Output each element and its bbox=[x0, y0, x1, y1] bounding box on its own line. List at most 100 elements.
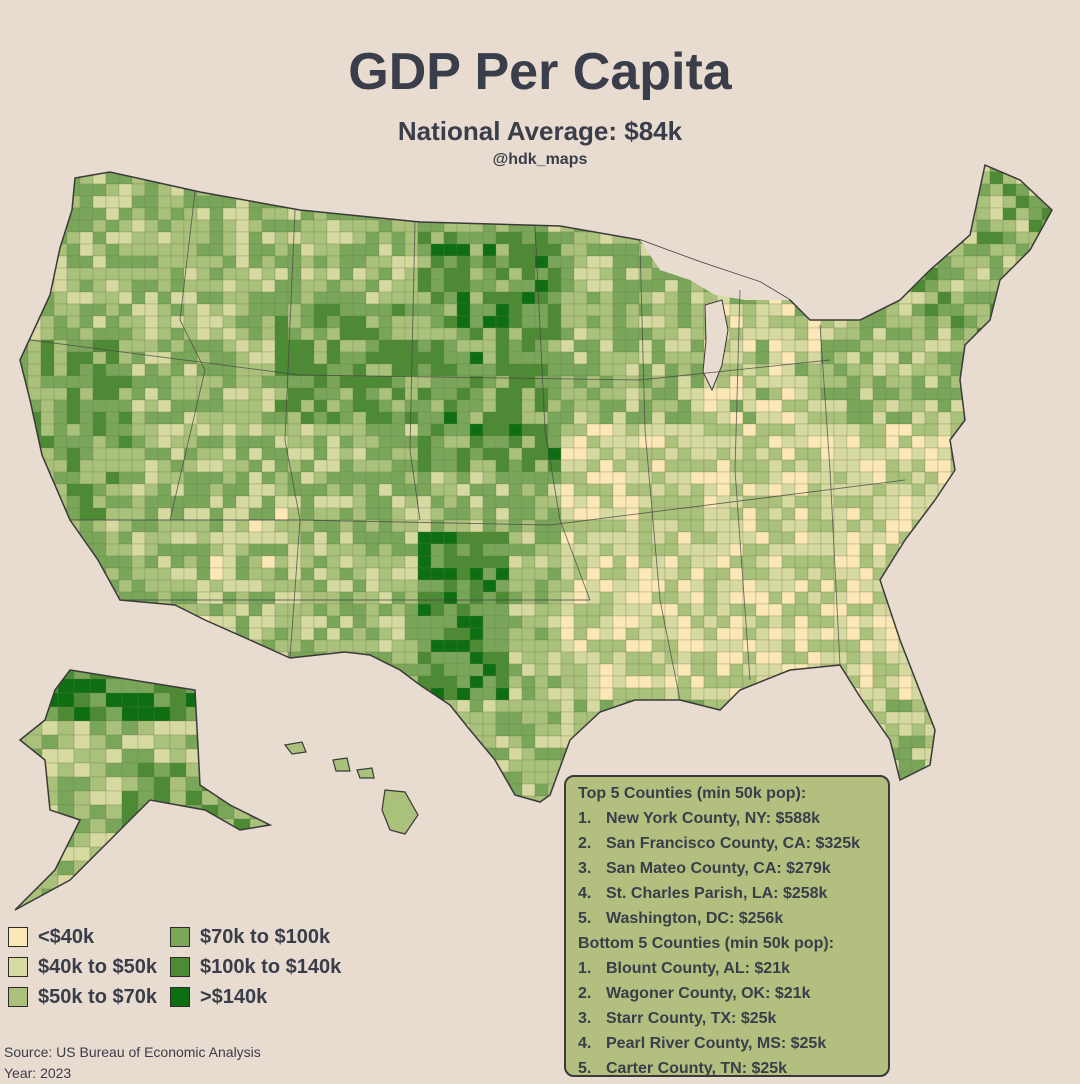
county-cell bbox=[677, 627, 692, 641]
county-cell bbox=[430, 243, 445, 257]
county-cell bbox=[326, 615, 341, 629]
county-cell bbox=[976, 255, 991, 269]
county-cell bbox=[794, 171, 809, 185]
county-cell bbox=[924, 195, 939, 209]
county-cell bbox=[79, 567, 94, 581]
county-cell bbox=[430, 663, 445, 677]
county-cell bbox=[599, 519, 614, 533]
county-cell bbox=[153, 846, 171, 862]
county-cell bbox=[92, 195, 107, 209]
county-cell bbox=[1002, 699, 1017, 713]
county-cell bbox=[677, 183, 692, 197]
county-cell bbox=[508, 399, 523, 413]
county-cell bbox=[153, 776, 171, 792]
county-cell bbox=[157, 627, 172, 641]
county-cell bbox=[716, 663, 731, 677]
county-cell bbox=[898, 567, 913, 581]
county-cell bbox=[1015, 711, 1030, 725]
county-cell bbox=[404, 315, 419, 329]
county-cell bbox=[703, 591, 718, 605]
county-cell bbox=[443, 327, 458, 341]
county-cell bbox=[73, 748, 91, 764]
county-cell bbox=[963, 531, 978, 545]
county-cell bbox=[261, 627, 276, 641]
county-cell bbox=[755, 255, 770, 269]
county-cell bbox=[27, 555, 42, 569]
county-cell bbox=[443, 375, 458, 389]
county-cell bbox=[430, 603, 445, 617]
rank-number: 1. bbox=[578, 960, 592, 977]
county-cell bbox=[989, 387, 1004, 401]
county-cell bbox=[92, 231, 107, 245]
county-cell bbox=[1041, 711, 1052, 725]
county-cell bbox=[1015, 279, 1030, 293]
county-cell bbox=[781, 375, 796, 389]
county-cell bbox=[885, 279, 900, 293]
county-cell bbox=[989, 723, 1004, 737]
county-cell bbox=[261, 183, 276, 197]
county-cell bbox=[40, 519, 55, 533]
county-cell bbox=[131, 207, 146, 221]
county-cell bbox=[144, 387, 159, 401]
county-cell bbox=[612, 711, 627, 725]
county-cell bbox=[261, 687, 276, 701]
county-cell bbox=[664, 375, 679, 389]
county-cell bbox=[677, 495, 692, 509]
county-cell bbox=[495, 471, 510, 485]
county-cell bbox=[153, 860, 171, 876]
county-cell bbox=[781, 543, 796, 557]
county-cell bbox=[885, 387, 900, 401]
county-cell bbox=[209, 651, 224, 665]
county-cell bbox=[248, 279, 263, 293]
county-cell bbox=[586, 447, 601, 461]
county-cell bbox=[249, 776, 267, 792]
county-cell bbox=[586, 759, 601, 773]
county-cell bbox=[144, 627, 159, 641]
county-cell bbox=[482, 315, 497, 329]
county-cell bbox=[521, 555, 536, 569]
county-cell bbox=[40, 555, 55, 569]
county-cell bbox=[287, 495, 302, 509]
county-cell bbox=[950, 543, 965, 557]
county-cell bbox=[313, 231, 328, 245]
county-cell bbox=[248, 771, 263, 785]
county-cell bbox=[781, 495, 796, 509]
county-cell bbox=[651, 555, 666, 569]
county-cell bbox=[677, 531, 692, 545]
county-cell bbox=[989, 591, 1004, 605]
county-cell bbox=[768, 579, 783, 593]
county-cell bbox=[898, 423, 913, 437]
county-cell bbox=[820, 327, 835, 341]
county-cell bbox=[15, 874, 27, 890]
county-cell bbox=[15, 804, 27, 820]
county-cell bbox=[339, 171, 354, 185]
county-cell bbox=[131, 219, 146, 233]
county-cell bbox=[274, 495, 289, 509]
county-cell bbox=[898, 267, 913, 281]
county-cell bbox=[521, 483, 536, 497]
county-cell bbox=[352, 507, 367, 521]
county-cell bbox=[249, 670, 267, 680]
county-cell bbox=[547, 627, 562, 641]
county-cell bbox=[716, 603, 731, 617]
county-cell bbox=[326, 543, 341, 557]
county-cell bbox=[352, 795, 367, 802]
county-cell bbox=[287, 267, 302, 281]
county-cell bbox=[235, 231, 250, 245]
county-cell bbox=[547, 267, 562, 281]
county-cell bbox=[73, 678, 91, 694]
county-cell bbox=[196, 207, 211, 221]
county-cell bbox=[716, 387, 731, 401]
county-cell bbox=[378, 399, 393, 413]
county-cell bbox=[300, 447, 315, 461]
county-cell bbox=[755, 603, 770, 617]
county-cell bbox=[664, 279, 679, 293]
county-cell bbox=[703, 423, 718, 437]
county-cell bbox=[430, 459, 445, 473]
county-cell bbox=[573, 495, 588, 509]
county-cell bbox=[638, 711, 653, 725]
county-cell bbox=[573, 231, 588, 245]
county-cell bbox=[53, 327, 68, 341]
county-cell bbox=[794, 231, 809, 245]
county-cell bbox=[846, 435, 861, 449]
